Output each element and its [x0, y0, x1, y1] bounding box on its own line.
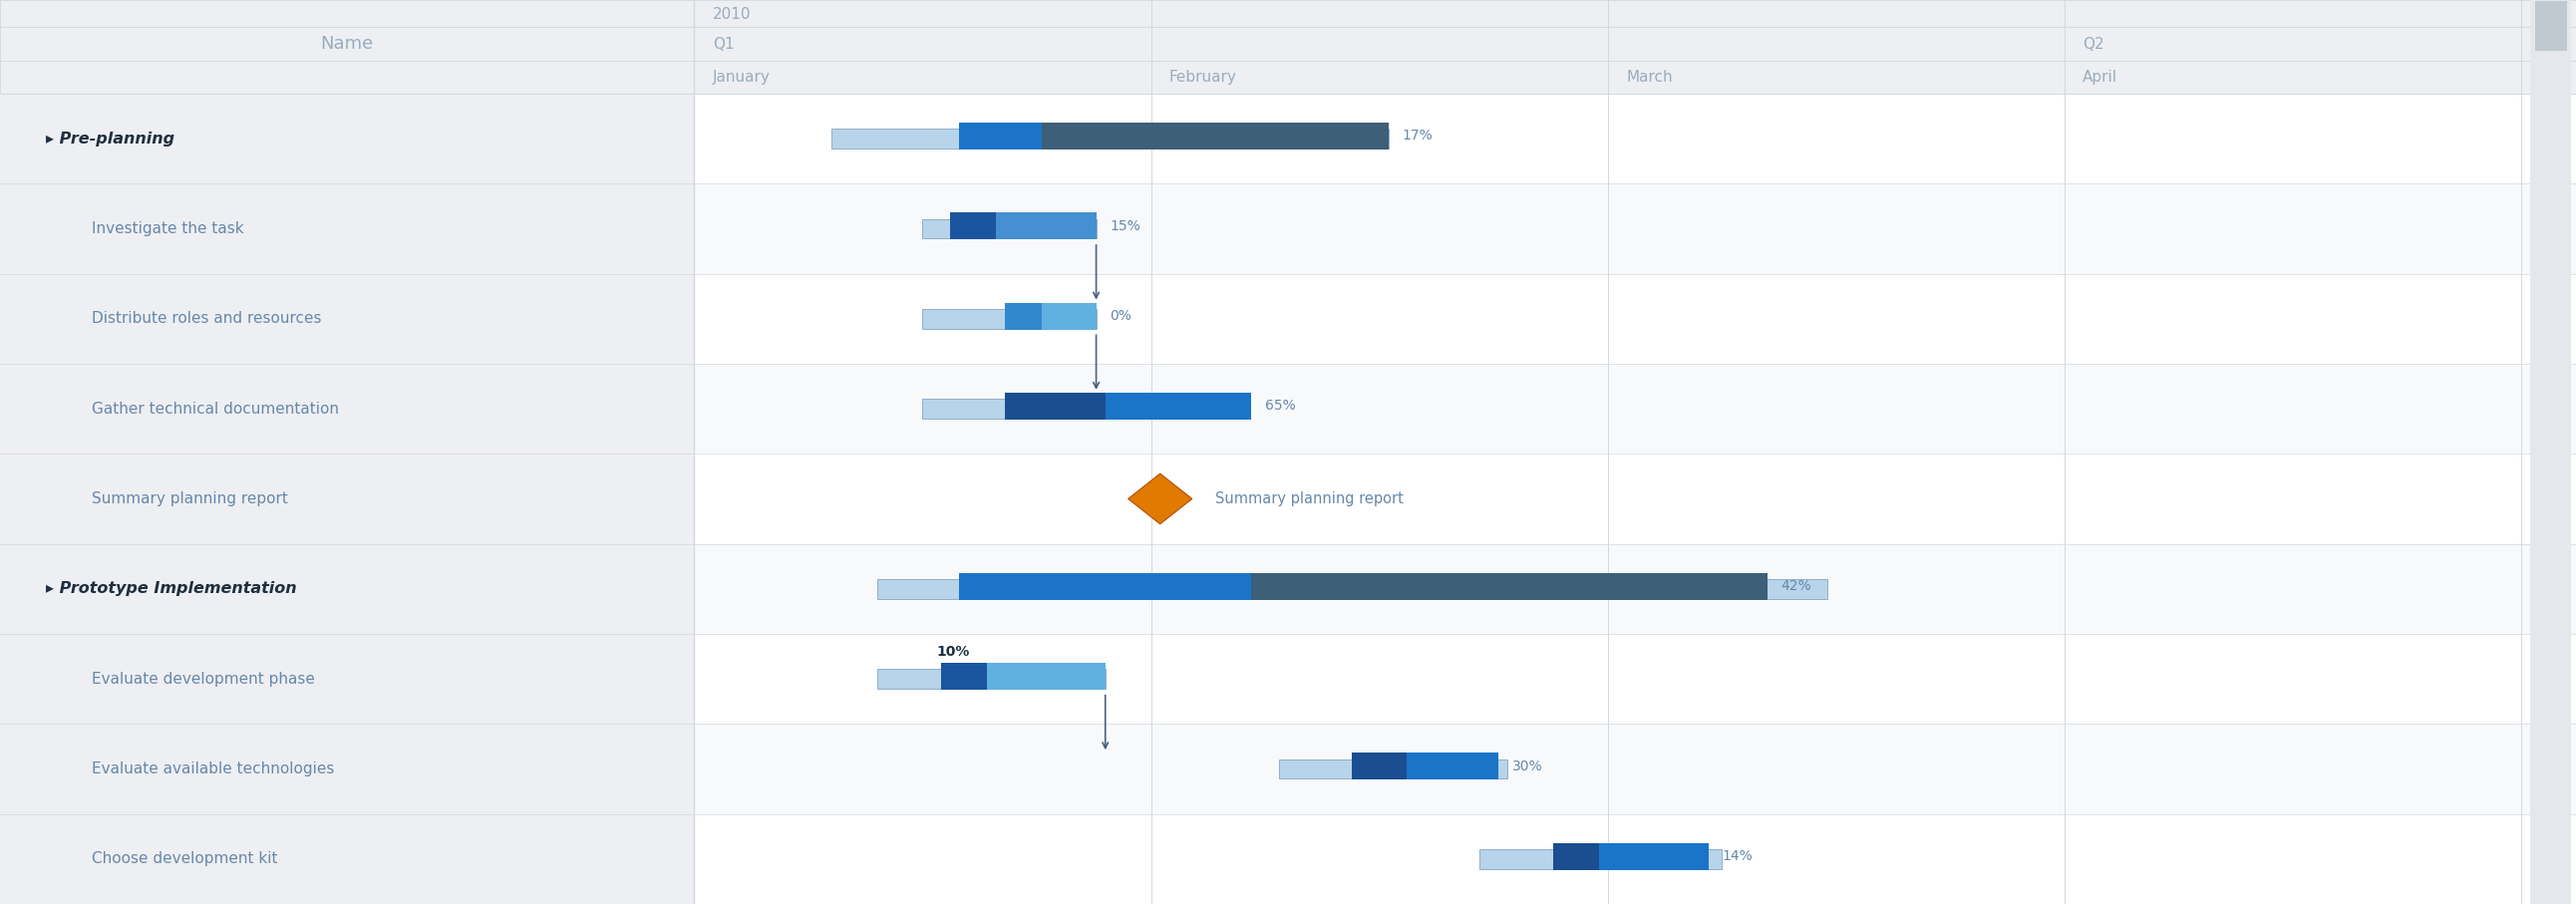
Polygon shape: [1128, 474, 1193, 524]
Text: 17%: 17%: [1401, 129, 1432, 143]
Bar: [951, 212, 1097, 240]
Bar: [1005, 392, 1105, 419]
Bar: [940, 663, 1105, 690]
Text: Q2: Q2: [2084, 37, 2105, 52]
Bar: [0, 27, 2576, 61]
Bar: [696, 363, 2576, 454]
Text: Summary planning report: Summary planning report: [90, 492, 289, 506]
Text: 10%: 10%: [935, 645, 969, 659]
Text: Evaluate available technologies: Evaluate available technologies: [90, 761, 335, 777]
Text: Gather technical documentation: Gather technical documentation: [90, 401, 337, 416]
Text: Name: Name: [319, 35, 374, 53]
Bar: [958, 122, 1041, 149]
Bar: [958, 572, 1252, 599]
Text: ▸ Prototype Implementation: ▸ Prototype Implementation: [46, 581, 296, 597]
Bar: [1553, 843, 1600, 870]
Text: April: April: [2084, 70, 2117, 85]
Text: 65%: 65%: [1265, 399, 1296, 413]
Text: 14%: 14%: [1721, 849, 1752, 863]
Text: 15%: 15%: [1110, 219, 1141, 233]
Bar: [1352, 753, 1499, 780]
Text: Distribute roles and resources: Distribute roles and resources: [90, 311, 322, 326]
Bar: [2530, 0, 2571, 904]
Bar: [832, 128, 1388, 148]
Bar: [940, 663, 987, 690]
Bar: [1553, 843, 1708, 870]
Bar: [876, 579, 1826, 598]
Bar: [696, 184, 2576, 274]
Bar: [1352, 753, 1406, 780]
Text: Evaluate development phase: Evaluate development phase: [90, 672, 314, 686]
Bar: [1005, 303, 1097, 330]
Bar: [696, 634, 2576, 724]
Text: Investigate the task: Investigate the task: [90, 221, 245, 236]
Bar: [696, 274, 2576, 363]
Bar: [1479, 849, 1721, 869]
Text: January: January: [714, 70, 770, 85]
Text: 42%: 42%: [1780, 579, 1811, 593]
Bar: [696, 544, 2576, 634]
Bar: [951, 212, 997, 240]
Text: Q1: Q1: [714, 37, 734, 52]
Text: February: February: [1170, 70, 1236, 85]
Bar: [0, 61, 2576, 94]
Text: ▸ Pre-planning: ▸ Pre-planning: [46, 131, 175, 146]
Text: 0%: 0%: [1110, 309, 1131, 323]
Bar: [876, 669, 1105, 689]
Text: 2010: 2010: [714, 7, 750, 22]
Bar: [0, 0, 696, 904]
Bar: [922, 309, 1097, 329]
Bar: [696, 454, 2576, 544]
Bar: [1278, 759, 1507, 779]
Bar: [958, 122, 1388, 149]
Bar: [696, 814, 2576, 904]
Bar: [0, 0, 2576, 27]
Text: 30%: 30%: [1512, 759, 1543, 773]
Bar: [1005, 303, 1041, 330]
Text: Choose development kit: Choose development kit: [90, 852, 278, 866]
Bar: [696, 724, 2576, 814]
Text: March: March: [1625, 70, 1672, 85]
Bar: [696, 94, 2576, 184]
Bar: [1005, 392, 1252, 419]
Bar: [958, 572, 1767, 599]
Text: Summary planning report: Summary planning report: [1216, 492, 1404, 506]
Bar: [2535, 1, 2566, 52]
Bar: [922, 219, 1097, 239]
Bar: [922, 399, 1097, 419]
